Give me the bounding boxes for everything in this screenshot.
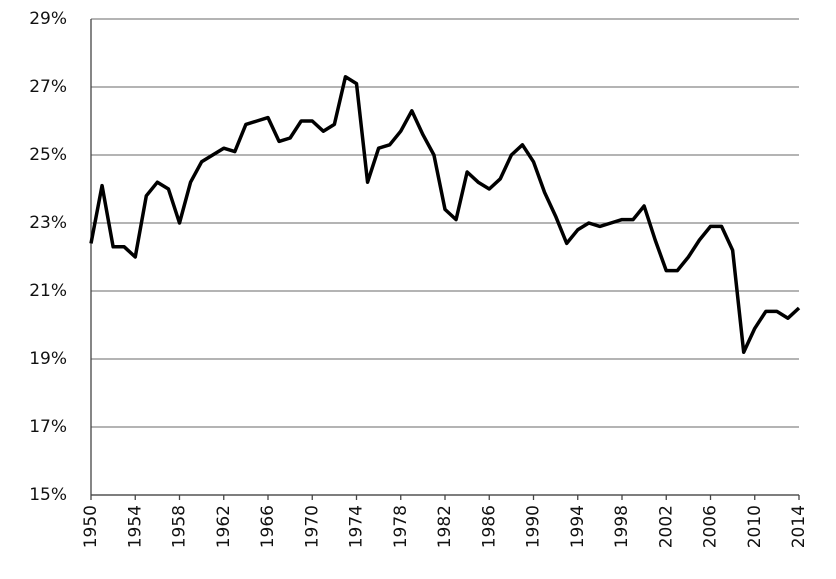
x-tick-label: 1962 [214,505,234,548]
x-tick-label: 1978 [391,505,411,548]
x-tick-label: 1954 [125,505,145,548]
x-tick-label: 1994 [568,505,588,548]
y-tick-label: 29% [29,9,67,29]
x-tick-label: 1958 [170,505,190,548]
y-tick-label: 23% [29,213,67,233]
y-tick-label: 25% [29,145,67,165]
x-tick-label: 1998 [612,505,632,548]
y-tick-label: 17% [29,417,67,437]
x-tick-label: 2002 [656,505,676,548]
x-tick-label: 2006 [701,505,721,548]
x-tick-label: 1950 [81,505,101,548]
y-tick-label: 21% [29,281,67,301]
x-tick-label: 1970 [302,505,322,548]
x-tick-label: 2014 [789,505,809,548]
x-tick-label: 1974 [347,505,367,548]
x-tick-label: 1986 [479,505,499,548]
y-tick-label: 19% [29,349,67,369]
y-tick-label: 27% [29,77,67,97]
line [89,75,801,354]
x-tick-label: 1966 [258,505,278,548]
x-tick-label: 2010 [745,505,765,548]
x-tick-label: 1982 [435,505,455,548]
y-tick-label: 15% [29,485,67,505]
x-tick-label: 1990 [524,505,544,548]
